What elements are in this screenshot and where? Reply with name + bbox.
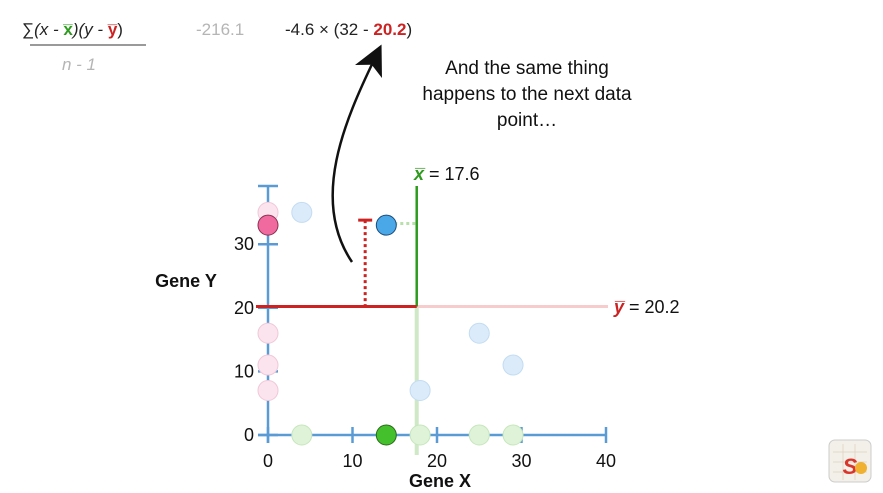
annotation-line-3: point…: [497, 110, 557, 131]
covariance-formula: ∑(x - x̅)(y - y̅): [22, 20, 123, 40]
x-projection-dot: [409, 424, 431, 446]
x-tick-label-20: 20: [427, 451, 447, 471]
data-point: [502, 354, 524, 376]
data-point: [375, 214, 397, 236]
x-tick-label-10: 10: [342, 451, 362, 471]
formula-open-x: (x -: [34, 20, 64, 39]
ybar-symbol: y̅: [613, 297, 625, 317]
svg-text:S: S: [843, 454, 858, 479]
formula-fraction-bar: [30, 44, 146, 46]
data-point: [409, 379, 431, 401]
x-projection-dot: [291, 424, 313, 446]
y-tick-label-20: 20: [234, 298, 254, 318]
x-tick-label-0: 0: [263, 451, 273, 471]
formula-denominator: n - 1: [62, 55, 97, 74]
ybar-label: y̅ = 20.2: [613, 297, 680, 317]
y-tick-label-0: 0: [244, 425, 254, 445]
statquest-logo: S: [828, 439, 872, 483]
annotation-line-2: happens to the next data: [422, 84, 632, 105]
x-projection-dot: [468, 424, 490, 446]
x-projection-dot: [375, 424, 397, 446]
xbar-value-label: = 17.6: [424, 164, 480, 184]
running-total: -216.1: [196, 20, 245, 39]
x-projection-dot: [502, 424, 524, 446]
x-axis-title: Gene X: [409, 471, 471, 491]
annotation-line-1: And the same thing: [445, 58, 609, 79]
term-suffix: ): [406, 20, 413, 39]
x-tick-label-40: 40: [596, 451, 616, 471]
term-prefix: -4.6 × (32 -: [285, 20, 374, 39]
annotation-arrow: [331, 44, 382, 263]
sum-symbol: ∑: [22, 20, 35, 39]
formula-close: ): [117, 20, 123, 39]
data-point: [468, 322, 490, 344]
y-tick-label-10: 10: [234, 361, 254, 381]
plot-area: 0 10 20 30 40 0 10 20 30: [234, 184, 616, 471]
x-tick-label-30: 30: [511, 451, 531, 471]
current-term: -4.6 × (32 - 20.2): [285, 20, 412, 40]
term-highlight: 20.2: [373, 20, 407, 39]
y-projection-dot: [257, 214, 279, 236]
formula-xbar: x̅: [63, 20, 73, 39]
xbar-label: x̅ = 17.6: [413, 164, 480, 184]
data-point: [291, 201, 313, 223]
y-projection-dot: [257, 354, 279, 376]
y-projection-dot: [257, 322, 279, 344]
y-axis-title: Gene Y: [155, 271, 217, 291]
xbar-symbol: x̅: [413, 164, 425, 184]
y-projection-dot: [257, 379, 279, 401]
ybar-value-label: = 20.2: [624, 297, 680, 317]
formula-mid: )(y -: [72, 20, 108, 39]
y-tick-label-30: 30: [234, 234, 254, 254]
formula-ybar: y̅: [107, 20, 118, 39]
